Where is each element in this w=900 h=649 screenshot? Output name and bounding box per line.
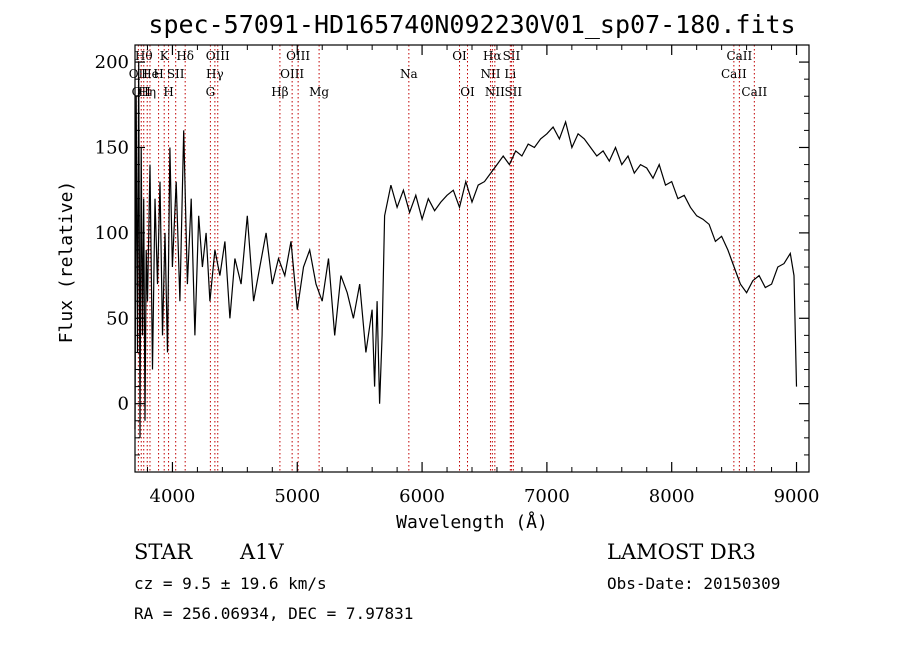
x-tick-label-3: 7000	[524, 486, 570, 507]
line-label-27: CaII	[726, 49, 752, 63]
redshift-velocity: cz = 9.5 ± 19.6 km/s	[134, 574, 327, 593]
line-label-17: Na	[400, 67, 418, 81]
line-label-24: SII	[503, 49, 521, 63]
x-tick-label-0: 4000	[150, 486, 196, 507]
x-tick-label-5: 9000	[774, 486, 820, 507]
line-label-18: OI	[452, 49, 467, 63]
line-label-16: Mg	[309, 85, 329, 99]
observation-date: Obs-Date: 20150309	[607, 574, 781, 593]
x-tick-label-2: 6000	[399, 486, 445, 507]
line-label-4: He	[141, 67, 159, 81]
line-label-3: Hη	[138, 85, 156, 99]
line-label-14: OIII	[280, 67, 304, 81]
x-axis-label: Wavelength (Å)	[396, 511, 548, 533]
line-label-23: Li	[504, 67, 516, 81]
line-label-2: Hθ	[135, 49, 153, 63]
chart-title: spec-57091-HD165740N092230V01_sp07-180.f…	[148, 10, 795, 39]
line-label-13: Hβ	[271, 85, 288, 99]
line-label-26: CaII	[721, 67, 747, 81]
line-label-11: Hγ	[206, 67, 224, 81]
object-subclass: A1V	[240, 540, 284, 564]
line-label-25: SII	[504, 85, 522, 99]
line-label-6: K	[160, 49, 170, 63]
object-class: STAR	[134, 540, 193, 564]
spectrum-series-line	[134, 62, 798, 438]
survey-name: LAMOST DR3	[607, 540, 756, 564]
line-label-1: OII	[132, 85, 152, 99]
line-label-12: OIII	[206, 49, 230, 63]
x-tick-label-4: 8000	[649, 486, 695, 507]
spectral-line-markers: OIIOIIHθHηHeHKHSIIHδGHγOIIIHβOIIIOIIIMgN…	[129, 45, 767, 472]
line-label-15: OIII	[286, 49, 310, 63]
line-label-21: Hα	[483, 49, 502, 63]
line-label-10: G	[206, 85, 216, 99]
ra-dec: RA = 256.06934, DEC = 7.97831	[134, 604, 414, 623]
x-tick-label-1: 5000	[274, 486, 320, 507]
plot-frame	[134, 44, 810, 473]
line-label-28: CaII	[741, 85, 767, 99]
line-label-5: H	[153, 67, 163, 81]
line-label-8: SII	[167, 67, 185, 81]
line-label-9: Hδ	[176, 49, 194, 63]
y-axis-label: Flux (relative)	[56, 181, 77, 344]
y-tick-label-0: 0	[118, 394, 129, 415]
y-tick-label-4: 200	[95, 52, 129, 73]
line-label-19: OI	[460, 85, 475, 99]
y-tick-label-2: 100	[95, 223, 129, 244]
y-tick-label-1: 50	[106, 308, 129, 329]
line-label-7: H	[163, 85, 173, 99]
line-label-20: NII	[480, 67, 500, 81]
axis-ticks: 4000 5000 6000 7000 8000 9000 0 50 100 150 200	[95, 45, 820, 507]
line-label-22: NII	[485, 85, 505, 99]
y-tick-label-3: 150	[95, 137, 129, 158]
